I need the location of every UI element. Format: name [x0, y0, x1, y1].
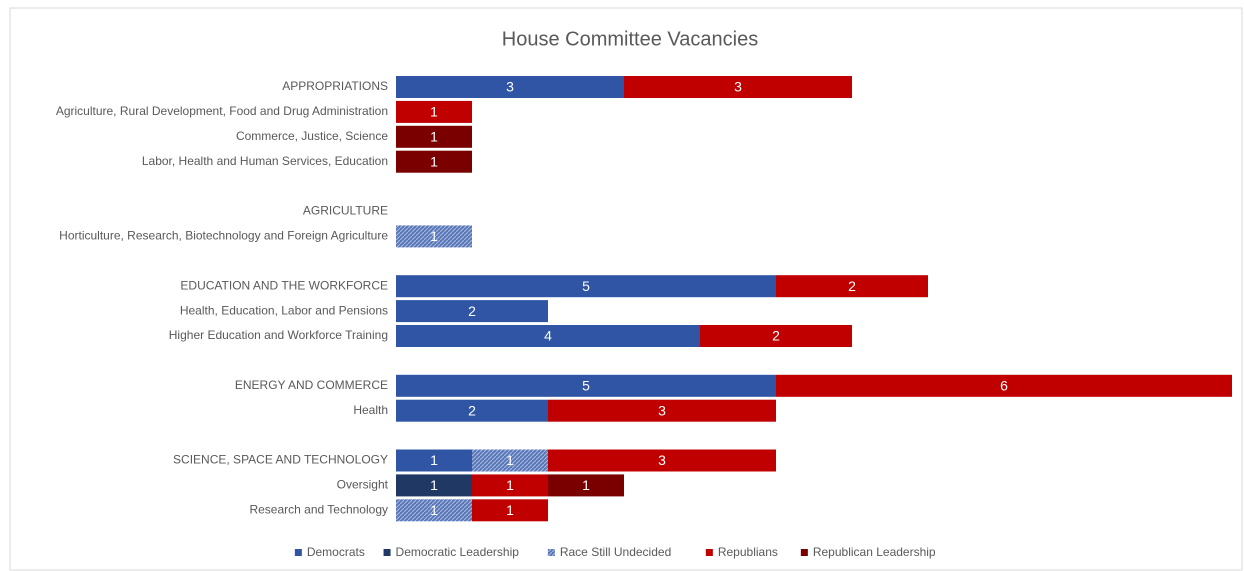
bar-segment: [548, 474, 624, 497]
bar-segment: [396, 449, 472, 472]
data-label: 1: [430, 502, 438, 518]
bar-segment: [396, 100, 472, 123]
bar-segment: [396, 374, 776, 397]
y-tick-label: AGRICULTURE: [303, 204, 388, 218]
bar-segment: [396, 150, 472, 173]
data-label: 6: [1000, 378, 1008, 394]
bar-segment: [396, 474, 472, 497]
data-label: 3: [658, 402, 666, 418]
bar-segment: [700, 325, 852, 347]
data-label: 1: [430, 452, 438, 468]
data-label: 5: [582, 278, 590, 294]
y-tick-label: ENERGY AND COMMERCE: [235, 378, 388, 392]
bar-segment: [396, 225, 472, 248]
data-label: 2: [848, 278, 856, 294]
y-tick-label: Agriculture, Rural Development, Food and…: [56, 104, 388, 118]
y-tick-label: Higher Education and Workforce Training: [169, 328, 388, 342]
legend-label: Republians: [718, 545, 778, 559]
data-label: 4: [544, 328, 552, 344]
legend-label: Democratic Leadership: [396, 545, 520, 559]
bar-segment: [548, 449, 776, 472]
data-label: 2: [468, 402, 476, 418]
data-label: 3: [734, 79, 742, 95]
data-label: 1: [506, 502, 514, 518]
legend-label: Race Still Undecided: [560, 545, 671, 559]
data-label: 2: [468, 303, 476, 319]
bar-segment: [396, 76, 624, 98]
y-tick-label: Commerce, Justice, Science: [236, 129, 388, 143]
y-tick-label: Health, Education, Labor and Pensions: [180, 303, 388, 317]
y-tick-label: Research and Technology: [249, 502, 388, 516]
bar-segment: [396, 125, 472, 148]
data-label: 2: [772, 328, 780, 344]
data-label: 3: [658, 452, 666, 468]
data-label: 1: [506, 477, 514, 493]
legend-label: Republican Leadership: [813, 545, 936, 559]
data-label: 1: [506, 452, 514, 468]
bar-segment: [624, 76, 852, 98]
bar-segment: [472, 449, 548, 472]
data-label: 1: [430, 477, 438, 493]
y-tick-label: EDUCATION AND THE WORKFORCE: [180, 278, 388, 292]
y-tick-label: Horticulture, Research, Biotechnology an…: [59, 229, 388, 243]
y-tick-label: Health: [353, 403, 388, 417]
legend-swatch: [294, 549, 302, 556]
data-label: 1: [582, 477, 590, 493]
data-label: 1: [430, 104, 438, 120]
y-tick-label: APPROPRIATIONS: [282, 79, 388, 93]
data-label: 3: [506, 79, 514, 95]
y-tick-label: Oversight: [337, 478, 389, 492]
bar-segment: [396, 300, 548, 323]
data-label: 1: [430, 153, 438, 169]
bar-segment: [396, 325, 700, 347]
legend-swatch: [383, 549, 391, 556]
bar-segment: [396, 275, 776, 298]
bar-segment: [396, 399, 548, 422]
bar-segment: [472, 499, 548, 522]
legend-swatch: [705, 549, 713, 556]
bar-segment: [472, 474, 548, 497]
data-label: 1: [430, 129, 438, 145]
legend-swatch: [547, 549, 555, 556]
y-tick-label: SCIENCE, SPACE AND TECHNOLOGY: [173, 453, 388, 467]
data-label: 1: [430, 228, 438, 244]
legend-label: Democrats: [307, 545, 365, 559]
bar-segment: [548, 399, 776, 422]
chart-title: House Committee Vacancies: [502, 28, 758, 50]
data-label: 5: [582, 378, 590, 394]
bar-segment: [776, 275, 928, 298]
bar-segment: [776, 374, 1232, 397]
y-tick-label: Labor, Health and Human Services, Educat…: [142, 154, 388, 168]
legend-swatch: [800, 549, 808, 556]
bar-segment: [396, 499, 472, 522]
